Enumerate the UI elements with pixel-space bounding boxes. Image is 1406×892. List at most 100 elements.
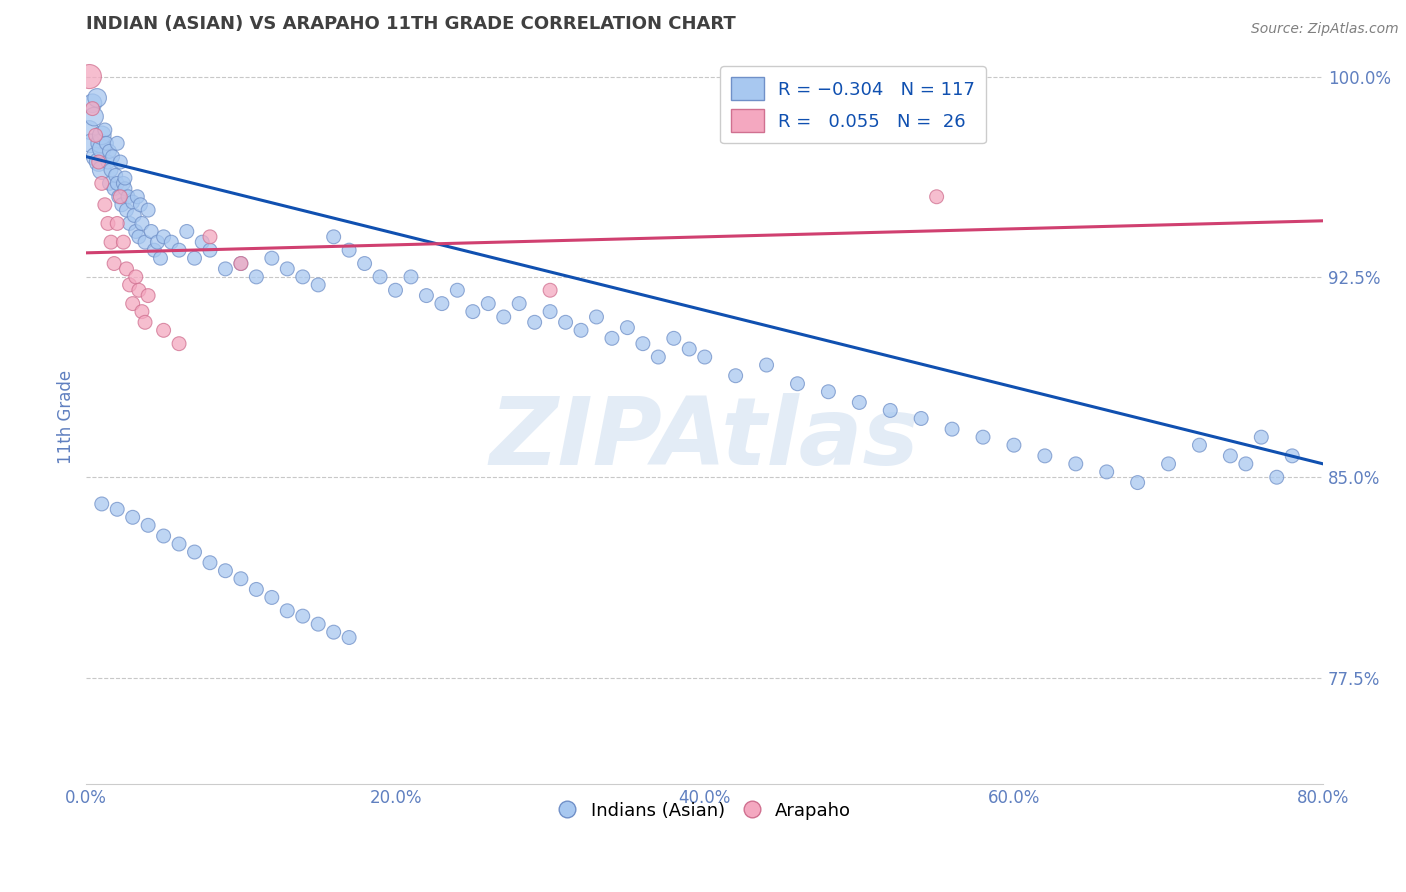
Point: [114, 171, 136, 186]
Point: [941, 422, 963, 436]
Point: [1095, 465, 1118, 479]
Point: [101, 150, 124, 164]
Point: [662, 331, 685, 345]
Point: [183, 251, 205, 265]
Point: [89, 136, 111, 151]
Point: [1281, 449, 1303, 463]
Point: [446, 283, 468, 297]
Point: [569, 323, 592, 337]
Point: [755, 358, 778, 372]
Point: [337, 243, 360, 257]
Point: [143, 243, 166, 257]
Point: [90, 128, 112, 143]
Point: [1033, 449, 1056, 463]
Point: [198, 229, 221, 244]
Point: [136, 518, 159, 533]
Point: [110, 190, 132, 204]
Point: [631, 336, 654, 351]
Point: [399, 269, 422, 284]
Point: [176, 225, 198, 239]
Point: [122, 209, 145, 223]
Point: [461, 304, 484, 318]
Point: [111, 198, 134, 212]
Point: [925, 190, 948, 204]
Point: [229, 572, 252, 586]
Point: [214, 564, 236, 578]
Point: [214, 261, 236, 276]
Point: [368, 269, 391, 284]
Point: [1234, 457, 1257, 471]
Point: [112, 177, 135, 191]
Point: [191, 235, 214, 249]
Point: [848, 395, 870, 409]
Point: [131, 217, 153, 231]
Point: [786, 376, 808, 391]
Point: [307, 277, 329, 292]
Point: [82, 96, 104, 111]
Point: [79, 70, 101, 84]
Point: [94, 198, 117, 212]
Point: [127, 190, 149, 204]
Point: [115, 203, 138, 218]
Point: [817, 384, 839, 399]
Point: [322, 229, 344, 244]
Point: [167, 537, 190, 551]
Y-axis label: 11th Grade: 11th Grade: [58, 370, 75, 464]
Point: [96, 136, 118, 151]
Point: [100, 163, 122, 178]
Point: [183, 545, 205, 559]
Point: [82, 102, 104, 116]
Point: [167, 336, 190, 351]
Point: [152, 323, 174, 337]
Point: [121, 510, 143, 524]
Point: [693, 350, 716, 364]
Point: [121, 296, 143, 310]
Point: [105, 177, 128, 191]
Text: ZIPAtlas: ZIPAtlas: [489, 393, 920, 485]
Point: [430, 296, 453, 310]
Point: [1219, 449, 1241, 463]
Point: [141, 225, 163, 239]
Point: [90, 142, 112, 156]
Point: [229, 256, 252, 270]
Point: [198, 243, 221, 257]
Point: [100, 235, 122, 249]
Point: [910, 411, 932, 425]
Point: [508, 296, 530, 310]
Point: [616, 320, 638, 334]
Point: [97, 217, 120, 231]
Point: [125, 225, 148, 239]
Point: [276, 261, 298, 276]
Point: [117, 190, 139, 204]
Point: [84, 150, 107, 164]
Point: [260, 591, 283, 605]
Point: [118, 217, 141, 231]
Point: [245, 582, 267, 597]
Point: [678, 342, 700, 356]
Point: [384, 283, 406, 297]
Point: [98, 177, 121, 191]
Point: [105, 217, 128, 231]
Point: [105, 136, 128, 151]
Point: [90, 177, 112, 191]
Point: [110, 155, 132, 169]
Point: [1126, 475, 1149, 490]
Point: [724, 368, 747, 383]
Point: [538, 283, 561, 297]
Point: [90, 163, 112, 178]
Text: Source: ZipAtlas.com: Source: ZipAtlas.com: [1251, 22, 1399, 37]
Point: [134, 315, 156, 329]
Point: [353, 256, 375, 270]
Point: [1002, 438, 1025, 452]
Point: [229, 256, 252, 270]
Point: [105, 502, 128, 516]
Point: [167, 243, 190, 257]
Point: [291, 609, 314, 624]
Point: [107, 190, 129, 204]
Point: [83, 110, 105, 124]
Point: [276, 604, 298, 618]
Point: [1064, 457, 1087, 471]
Text: INDIAN (ASIAN) VS ARAPAHO 11TH GRADE CORRELATION CHART: INDIAN (ASIAN) VS ARAPAHO 11TH GRADE COR…: [86, 15, 737, 33]
Point: [160, 235, 183, 249]
Point: [79, 123, 101, 137]
